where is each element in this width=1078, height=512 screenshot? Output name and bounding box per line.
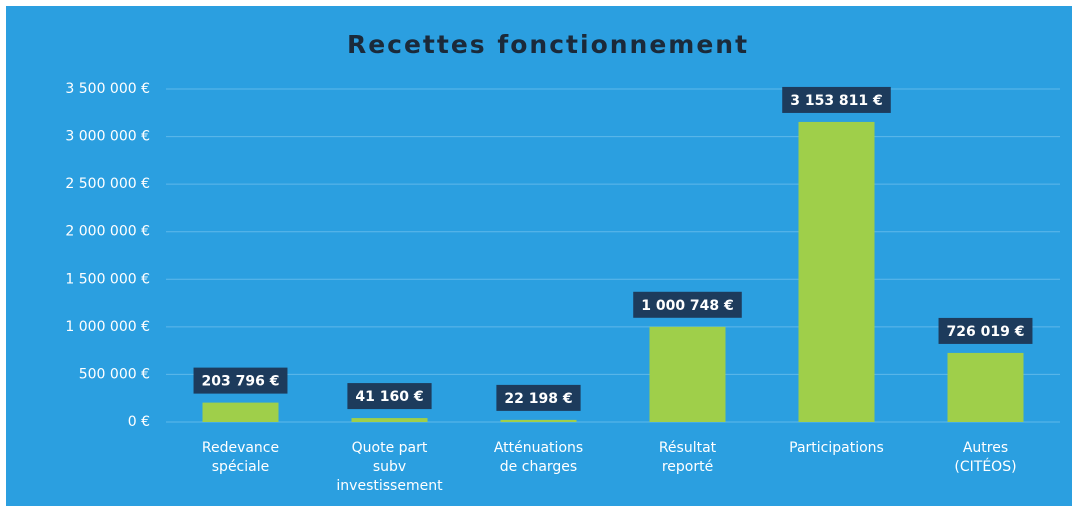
y-tick-label: 0 € xyxy=(128,414,150,430)
bar xyxy=(798,121,875,422)
y-tick-label: 3 500 000 € xyxy=(65,81,150,97)
data-label-box xyxy=(782,86,891,113)
data-label-box xyxy=(496,384,581,411)
x-tick-label: Atténuations de charges xyxy=(494,440,583,475)
data-label: 22 198 € xyxy=(504,391,572,407)
data-label: 1 000 748 € xyxy=(641,298,734,314)
bar xyxy=(947,352,1024,422)
bar xyxy=(351,418,428,422)
x-tick-label: Résultat reporté xyxy=(659,440,717,475)
chart-title: Recettes fonctionnement xyxy=(347,30,749,59)
y-tick-label: 2 500 000 € xyxy=(65,176,150,192)
x-tick-label: Autres (CITÉOS) xyxy=(954,440,1016,475)
data-label: 41 160 € xyxy=(355,389,423,405)
bar xyxy=(202,402,279,422)
data-label-box xyxy=(193,367,288,394)
y-tick-label: 1 500 000 € xyxy=(65,271,150,287)
y-tick-label: 3 000 000 € xyxy=(65,129,150,145)
bar xyxy=(649,326,726,422)
bar xyxy=(500,419,577,422)
x-tick-label: Redevance spéciale xyxy=(202,440,279,475)
x-tick-label: Participations xyxy=(789,440,884,456)
data-label-box xyxy=(633,291,742,318)
y-tick-label: 2 000 000 € xyxy=(65,224,150,240)
data-label: 3 153 811 € xyxy=(790,93,883,109)
chart-background xyxy=(6,6,1072,506)
data-label-box xyxy=(938,317,1033,344)
x-tick-label: Quote part subv investissement xyxy=(336,440,443,494)
data-label: 726 019 € xyxy=(947,324,1025,340)
data-label: 203 796 € xyxy=(202,374,280,390)
y-tick-label: 1 000 000 € xyxy=(65,319,150,335)
data-label-box xyxy=(347,383,432,410)
y-tick-label: 500 000 € xyxy=(79,366,150,382)
